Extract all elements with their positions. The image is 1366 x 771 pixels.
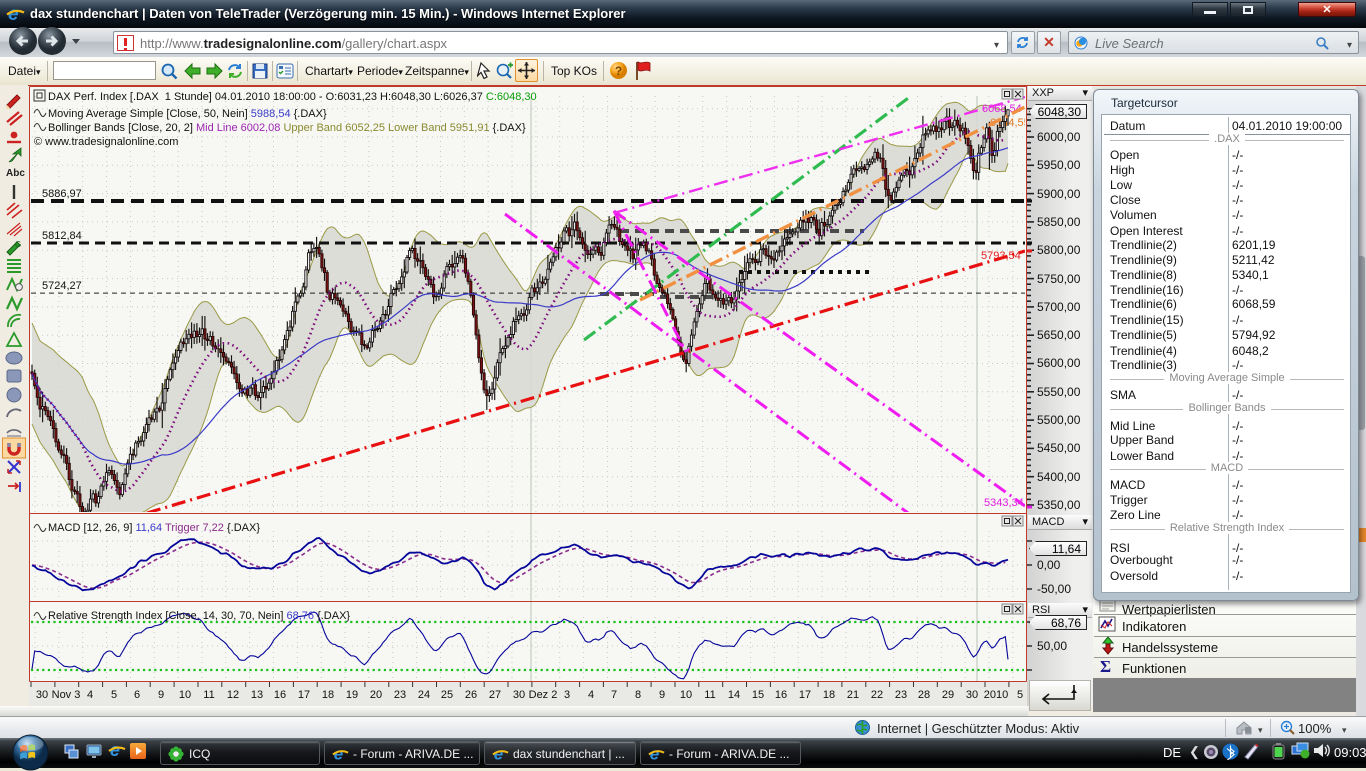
svg-text:20: 20: [370, 689, 382, 701]
svg-text:2010: 2010: [984, 689, 1008, 701]
svg-text:5793,54: 5793,54: [981, 250, 1021, 262]
svg-text:Moving Average Simple [Close,: Moving Average Simple [Close, 50, Nein] …: [48, 108, 327, 120]
svg-text:3: 3: [564, 689, 570, 701]
svg-text:17: 17: [799, 689, 811, 701]
svg-text:18: 18: [823, 689, 835, 701]
svg-text:Relative Strength Index [Close: Relative Strength Index [Close, 14, 30, …: [48, 610, 350, 622]
svg-text:30: 30: [966, 689, 978, 701]
svg-text:23: 23: [394, 689, 406, 701]
svg-text:28: 28: [918, 689, 930, 701]
svg-text:14: 14: [728, 689, 740, 701]
svg-text:30: 30: [513, 689, 525, 701]
svg-text:?: ?: [615, 64, 622, 78]
svg-text:27: 27: [489, 689, 501, 701]
svg-text:17: 17: [298, 689, 310, 701]
svg-text:18: 18: [322, 689, 334, 701]
svg-text:Dez 2: Dez 2: [529, 689, 558, 701]
svg-text:Abc: Abc: [6, 168, 25, 179]
svg-text:5724,27: 5724,27: [42, 280, 82, 292]
svg-text:9: 9: [659, 689, 665, 701]
svg-text:G: G: [15, 240, 21, 249]
svg-text:e: e: [8, 4, 19, 23]
svg-text:24: 24: [418, 689, 430, 701]
svg-text:23: 23: [895, 689, 907, 701]
svg-text:DAX Perf. Index [.DAX 1 Stund: DAX Perf. Index [.DAX 1 Stunde] 04.01.20…: [48, 91, 537, 103]
svg-text:Bollinger Bands [Close, 20, 2]: Bollinger Bands [Close, 20, 2] Mid Line …: [48, 122, 526, 134]
svg-text:MACD [12, 26, 9] 11,64 Trigger: MACD [12, 26, 9] 11,64 Trigger 7,22 {.DA…: [48, 522, 260, 534]
svg-text:8: 8: [635, 689, 641, 701]
svg-text:30: 30: [36, 689, 48, 701]
svg-text:4: 4: [588, 689, 594, 701]
svg-text:15: 15: [752, 689, 764, 701]
svg-text:e: e: [650, 745, 659, 762]
svg-text:11: 11: [203, 689, 214, 701]
svg-text:11: 11: [704, 689, 715, 701]
svg-text:e: e: [110, 741, 120, 759]
svg-text:5: 5: [111, 689, 117, 701]
svg-text:25: 25: [441, 689, 453, 701]
svg-text:5812,84: 5812,84: [42, 230, 82, 242]
svg-text:e: e: [334, 745, 343, 762]
svg-text:16: 16: [274, 689, 286, 701]
svg-text:5886,97: 5886,97: [42, 188, 82, 200]
svg-text:5343,34: 5343,34: [984, 497, 1024, 509]
svg-text:e: e: [494, 745, 503, 762]
svg-text:12: 12: [227, 689, 239, 701]
svg-text:9: 9: [158, 689, 164, 701]
svg-text:19: 19: [346, 689, 358, 701]
svg-text:7: 7: [611, 689, 617, 701]
svg-text:6: 6: [134, 689, 140, 701]
svg-text:10: 10: [680, 689, 692, 701]
svg-text:13: 13: [251, 689, 263, 701]
svg-text:5: 5: [1017, 689, 1023, 701]
svg-text:16: 16: [775, 689, 787, 701]
svg-text:Nov 3: Nov 3: [52, 689, 81, 701]
svg-text:26: 26: [465, 689, 477, 701]
svg-text:22: 22: [871, 689, 883, 701]
svg-text:10: 10: [179, 689, 191, 701]
svg-text:29: 29: [942, 689, 954, 701]
svg-text:21: 21: [847, 689, 859, 701]
svg-text:© www.tradesignalonline.com: © www.tradesignalonline.com: [34, 136, 178, 148]
svg-text:4: 4: [87, 689, 93, 701]
